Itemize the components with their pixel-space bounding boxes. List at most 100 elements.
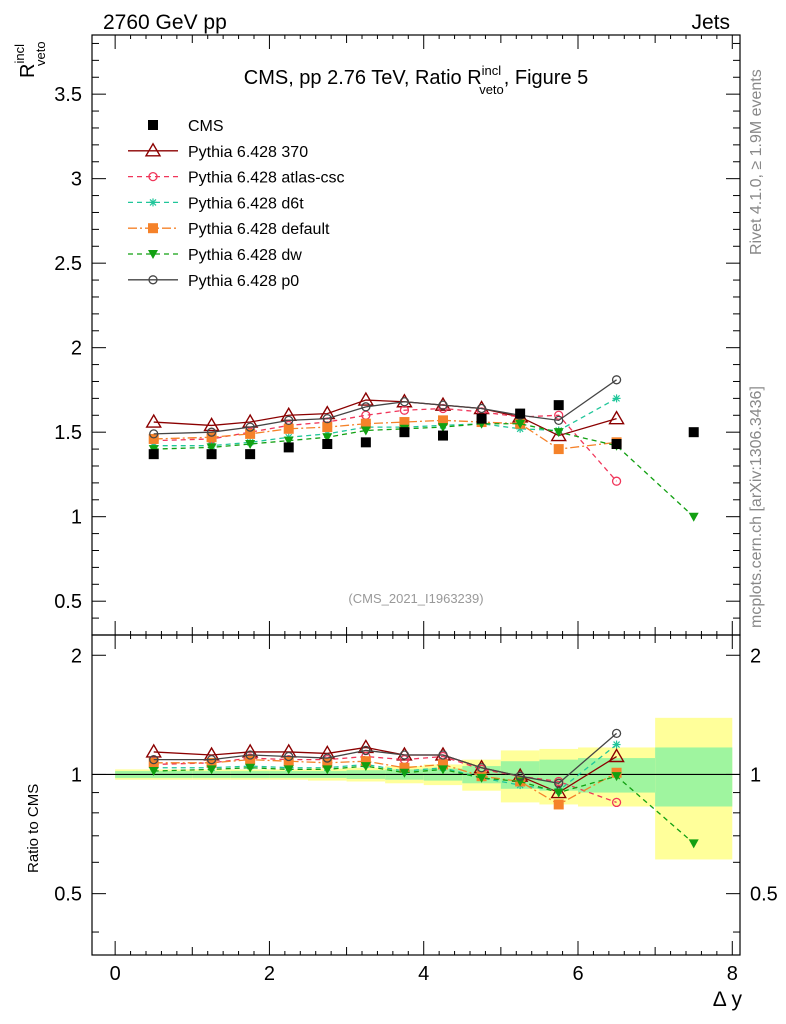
y-tick-label: 3.5	[54, 84, 82, 106]
series-ratio-point	[360, 756, 371, 767]
ylabel-sup: incl	[12, 44, 27, 64]
series-point	[360, 418, 371, 429]
series-ratio-point	[399, 762, 410, 773]
series-point	[361, 402, 371, 412]
x-tick-label: 2	[264, 963, 275, 985]
cms-point	[206, 449, 217, 460]
series-ratio-point	[149, 754, 159, 765]
series-ratio-point	[361, 745, 371, 756]
series-point	[360, 426, 371, 436]
legend-marker	[148, 275, 158, 285]
series-ratio-point	[206, 757, 217, 768]
series-point	[515, 419, 526, 429]
series-ratio-point	[553, 788, 564, 798]
series-point	[206, 443, 217, 453]
ylabel-sub: veto	[33, 41, 48, 66]
legend-marker	[148, 250, 158, 259]
series-point	[322, 433, 333, 443]
cms-point	[476, 413, 487, 424]
series-ratio-point	[399, 768, 410, 778]
series-ratio-point	[399, 750, 410, 760]
series-point	[438, 423, 448, 433]
x-tick-label: 0	[110, 963, 121, 985]
y-tick-label: 2.5	[54, 253, 82, 275]
y-tick-label: 0.5	[54, 591, 82, 613]
ratio-y-tick-label: 1	[71, 764, 82, 786]
main-ylabel: Rincl veto	[12, 41, 48, 78]
axes-frames	[91, 34, 741, 956]
ratio-y-tick-label: 2	[71, 645, 82, 667]
legend-marker	[148, 171, 158, 182]
series-ratio-point	[608, 748, 625, 763]
series-point	[438, 400, 448, 410]
data-series	[145, 375, 699, 849]
series-line	[153, 419, 617, 450]
title-suffix: , Figure 5	[504, 67, 588, 89]
series-point	[283, 423, 294, 434]
x-tick-label: 6	[572, 963, 583, 985]
cms-point	[515, 408, 526, 419]
series-line	[153, 407, 618, 482]
series-ratio-point	[611, 772, 622, 782]
series-ratio-point	[554, 778, 564, 788]
cms-point	[399, 427, 410, 438]
series-ratio-point	[611, 797, 622, 808]
series-ratio-point	[611, 728, 622, 739]
y-tick-label: 1.5	[54, 422, 82, 444]
legend-label: Pythia 6.428 default	[188, 221, 330, 238]
legend-item: Pythia 6.428 dw	[128, 247, 302, 264]
series-ratio-point	[322, 765, 333, 775]
series-point	[554, 410, 564, 420]
legend-marker	[144, 142, 162, 157]
series-ratio-point	[206, 754, 217, 765]
series-ratio-line	[153, 732, 617, 784]
series-point	[245, 440, 256, 450]
series-ratio-point	[612, 740, 621, 749]
legend-label: Pythia 6.428 d6t	[188, 195, 304, 212]
legend-item: Pythia 6.428 370	[128, 142, 308, 161]
cms-point	[245, 449, 256, 460]
mcplots-label: mcplots.cern.ch [arXiv:1306.3436]	[748, 386, 765, 628]
ratio-y-tick-label-right: 1	[750, 764, 761, 786]
series-point	[280, 406, 297, 421]
series-point	[357, 391, 375, 406]
series-ratio-line	[153, 758, 617, 806]
series-ratio-point	[148, 757, 159, 768]
legend-label: Pythia 6.428 atlas-csc	[188, 170, 345, 187]
series-point	[399, 397, 410, 407]
legend-label: Pythia 6.428 dw	[188, 247, 302, 264]
cms-point	[611, 439, 622, 450]
cms-point	[438, 430, 448, 441]
series-ratio-point	[245, 750, 255, 760]
title-prefix: CMS, pp 2.76 TeV, Ratio R	[244, 67, 482, 89]
title-sup: incl	[482, 63, 502, 78]
series-point	[550, 427, 567, 442]
series-point	[149, 429, 159, 439]
analysis-watermark: (CMS_2021_I1963239)	[348, 591, 483, 606]
plot-title: CMS, pp 2.76 TeV, Ratio Rincl veto, Figur…	[244, 63, 589, 97]
y-tick-label: 3	[71, 169, 82, 191]
legend-item: Pythia 6.428 d6t	[128, 195, 304, 212]
series-ratio-point	[438, 750, 448, 760]
series-point	[245, 422, 255, 432]
x-axis-label: Δ y	[713, 988, 743, 1011]
x-tick-label: 4	[418, 963, 429, 985]
series-point	[206, 427, 217, 437]
y-tick-label: 2	[71, 338, 82, 360]
star-stroke	[613, 394, 620, 402]
legend-label: Pythia 6.428 p0	[188, 273, 299, 290]
cms-point	[283, 442, 294, 453]
series-ratio-point	[148, 767, 159, 777]
ratio-ylabel: Ratio to CMS	[25, 784, 42, 873]
rivet-label: Rivet 4.1.0, ≥ 1.9M events	[748, 69, 765, 255]
legend-item: Pythia 6.428 default	[128, 221, 330, 238]
series-point	[438, 415, 448, 426]
series-ratio-point	[360, 762, 371, 772]
series-point	[284, 415, 294, 426]
series-point	[554, 415, 564, 426]
series-ratio-point	[688, 839, 699, 849]
series-point	[399, 417, 410, 428]
axis-ticks: 0 2 4 6 8 0.5 1 1.5 2 2.5 3 3.5 0.5 0.5 1 1 2 2	[54, 35, 778, 985]
series-ratio-point	[322, 753, 332, 763]
